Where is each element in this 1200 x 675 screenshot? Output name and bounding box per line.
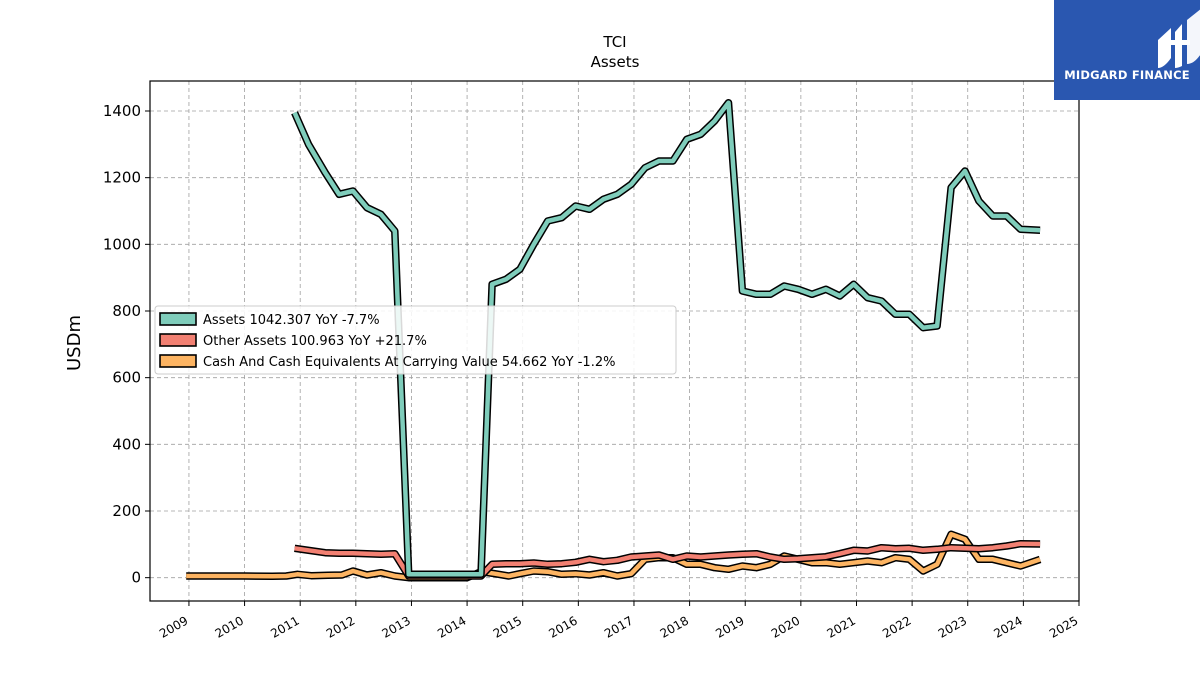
- legend-swatch: [159, 354, 197, 368]
- legend-box: [154, 305, 677, 375]
- chart-title: TCI: [602, 33, 626, 51]
- y-tick-label: 800: [112, 302, 141, 320]
- chart-subtitle: Assets: [591, 53, 640, 71]
- x-tick-label: 2012: [324, 613, 357, 640]
- x-tick-label: 2023: [936, 613, 969, 640]
- logo-text: MIDGARD FINANCE: [1064, 68, 1190, 82]
- y-axis-label: USDm: [64, 315, 85, 371]
- midgard-logo-icon: [1158, 9, 1200, 68]
- series-lines: [186, 98, 1042, 582]
- x-tick-label: 2011: [268, 613, 301, 640]
- y-tick-label: 200: [112, 502, 141, 520]
- plot-frame: [149, 80, 1080, 602]
- x-tick-label: 2020: [769, 613, 802, 640]
- series-line: [292, 100, 1041, 577]
- y-tick-label: 600: [112, 369, 141, 387]
- legend: Assets 1042.307 YoY -7.7% Other Assets 10…: [154, 305, 677, 375]
- legend-swatch: [159, 312, 197, 326]
- midgard-finance-logo: MIDGARD FINANCE: [1054, 0, 1200, 100]
- x-tick-label: 2017: [602, 613, 635, 640]
- legend-label: Other Assets 100.963 YoY +21.7%: [203, 334, 427, 349]
- x-tick-label: 2010: [213, 613, 246, 640]
- x-tick-label: 2025: [1047, 613, 1080, 640]
- y-tick-label: 1000: [103, 235, 141, 253]
- x-tick-label: 2018: [658, 613, 691, 640]
- x-tick-label: 2021: [825, 613, 858, 640]
- x-tick-label: 2022: [880, 613, 913, 640]
- x-tick-label: 2013: [380, 613, 413, 640]
- y-tick-label: 0: [131, 569, 141, 587]
- x-tick-label: 2009: [157, 613, 190, 640]
- y-tick-label: 400: [112, 435, 141, 453]
- x-tick-label: 2019: [713, 613, 746, 640]
- legend-swatch: [159, 333, 197, 347]
- x-tick-label: 2015: [491, 613, 524, 640]
- x-tick-label: 2016: [546, 613, 579, 640]
- legend-label: Cash And Cash Equivalents At Carrying Va…: [203, 355, 615, 370]
- y-tick-label: 1400: [103, 102, 141, 120]
- x-tick-label: 2014: [435, 613, 468, 640]
- legend-label: Assets 1042.307 YoY -7.7%: [203, 313, 380, 328]
- x-tick-label: 2024: [991, 613, 1024, 640]
- y-tick-label: 1200: [103, 169, 141, 187]
